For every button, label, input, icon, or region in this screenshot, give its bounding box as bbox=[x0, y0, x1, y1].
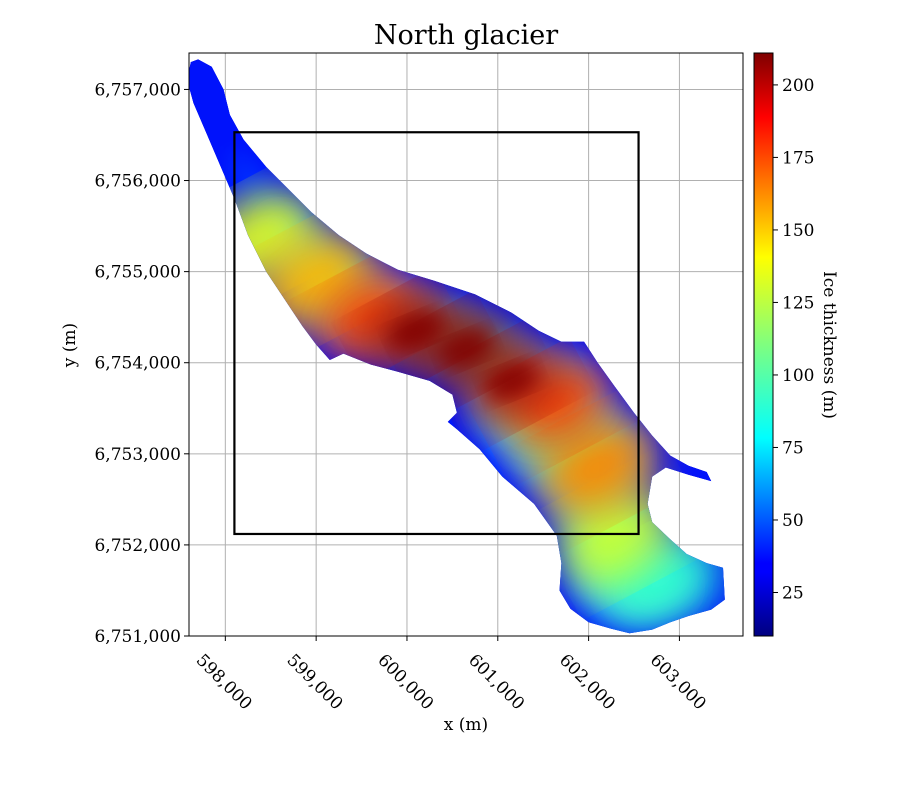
colorbar-tick-label: 75 bbox=[782, 438, 804, 458]
colorbar-tick-label: 25 bbox=[782, 583, 804, 603]
x-tick-label: 601,000 bbox=[464, 650, 528, 714]
x-tick-label: 600,000 bbox=[373, 650, 437, 714]
x-axis-ticks: 598,000 599,000 600,000 601,000 602,000 603,0… bbox=[192, 636, 710, 714]
region-rectangle bbox=[233, 131, 640, 536]
x-tick-label: 598,000 bbox=[192, 650, 256, 714]
y-axis-label: y (m) bbox=[60, 323, 80, 368]
colorbar bbox=[753, 52, 774, 637]
y-tick-label: 6,755,000 bbox=[94, 263, 181, 283]
thickness-core bbox=[441, 332, 491, 366]
thickness-core bbox=[391, 314, 441, 348]
y-tick-label: 6,757,000 bbox=[94, 80, 181, 100]
x-tick-label: 602,000 bbox=[555, 650, 619, 714]
glacier-thickness-map bbox=[189, 59, 725, 634]
y-tick-label: 6,752,000 bbox=[94, 536, 181, 556]
y-tick-label: 6,751,000 bbox=[94, 627, 181, 647]
chart-title: North glacier bbox=[374, 20, 558, 51]
y-axis-ticks: 6,751,000 6,752,000 6,753,000 6,754,000 6,75… bbox=[94, 80, 189, 647]
colorbar-tick-label: 125 bbox=[782, 293, 814, 313]
x-tick-label: 599,000 bbox=[283, 650, 347, 714]
plot-frame bbox=[188, 52, 744, 637]
x-tick-label: 603,000 bbox=[646, 650, 710, 714]
colorbar-tick-label: 50 bbox=[782, 511, 804, 531]
colorbar-label: Ice thickness (m) bbox=[819, 271, 839, 419]
y-tick-label: 6,753,000 bbox=[94, 445, 181, 465]
thickness-blob bbox=[538, 420, 657, 515]
colorbar-tick-label: 200 bbox=[782, 76, 814, 96]
colorbar-ticks: 25 50 75 100 125 150 175 200 bbox=[773, 76, 814, 603]
thickness-core bbox=[486, 364, 537, 398]
colorbar-tick-label: 175 bbox=[782, 148, 814, 168]
x-axis-label: x (m) bbox=[444, 715, 488, 735]
y-tick-label: 6,756,000 bbox=[94, 172, 181, 192]
colorbar-tick-label: 150 bbox=[782, 221, 814, 241]
y-tick-label: 6,754,000 bbox=[94, 354, 181, 374]
colorbar-tick-label: 100 bbox=[782, 366, 814, 386]
